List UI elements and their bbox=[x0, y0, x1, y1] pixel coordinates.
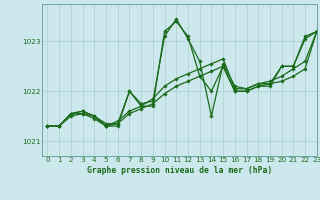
X-axis label: Graphe pression niveau de la mer (hPa): Graphe pression niveau de la mer (hPa) bbox=[87, 166, 272, 175]
